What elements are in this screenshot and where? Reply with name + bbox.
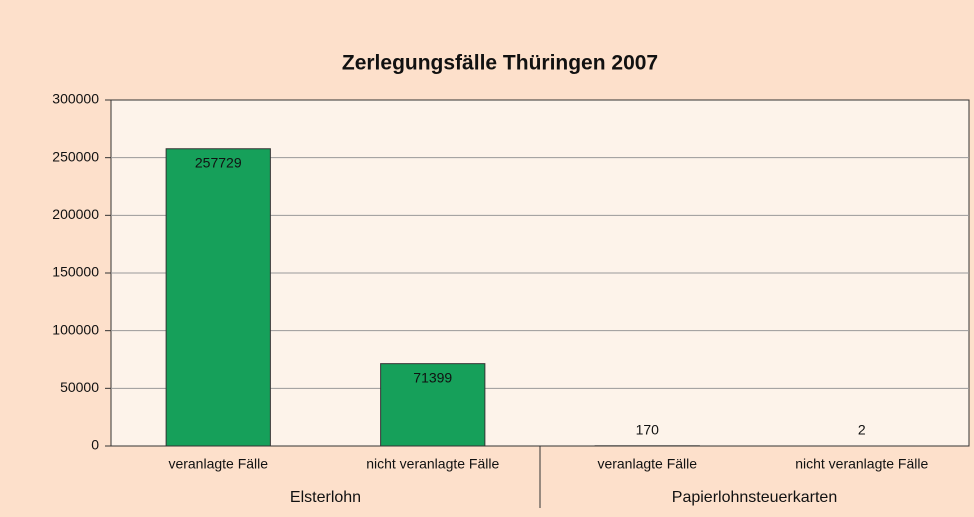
bar — [165, 148, 271, 447]
value-label: 2 — [858, 422, 866, 438]
y-tick-label: 100000 — [52, 321, 99, 337]
group-label: Elsterlohn — [290, 489, 361, 506]
x-tick-label: nicht veranlagte Fälle — [366, 456, 499, 472]
y-tick-label: 300000 — [52, 91, 99, 107]
value-label: 257729 — [195, 154, 242, 170]
value-label: 71399 — [413, 369, 452, 385]
chart-title: Zerlegungsfälle Thüringen 2007 — [342, 52, 658, 75]
x-tick-label: nicht veranlagte Fälle — [795, 456, 928, 472]
x-tick-label: veranlagte Fälle — [168, 456, 268, 472]
y-tick-label: 250000 — [52, 148, 99, 164]
y-tick-label: 150000 — [52, 264, 99, 280]
bar — [380, 363, 486, 447]
x-tick-label: veranlagte Fälle — [597, 456, 697, 472]
y-tick-label: 50000 — [60, 379, 99, 395]
y-tick-label: 0 — [91, 437, 99, 453]
value-label: 170 — [636, 422, 660, 438]
group-label: Papierlohnsteuerkarten — [672, 489, 837, 506]
y-tick-label: 200000 — [52, 206, 99, 222]
